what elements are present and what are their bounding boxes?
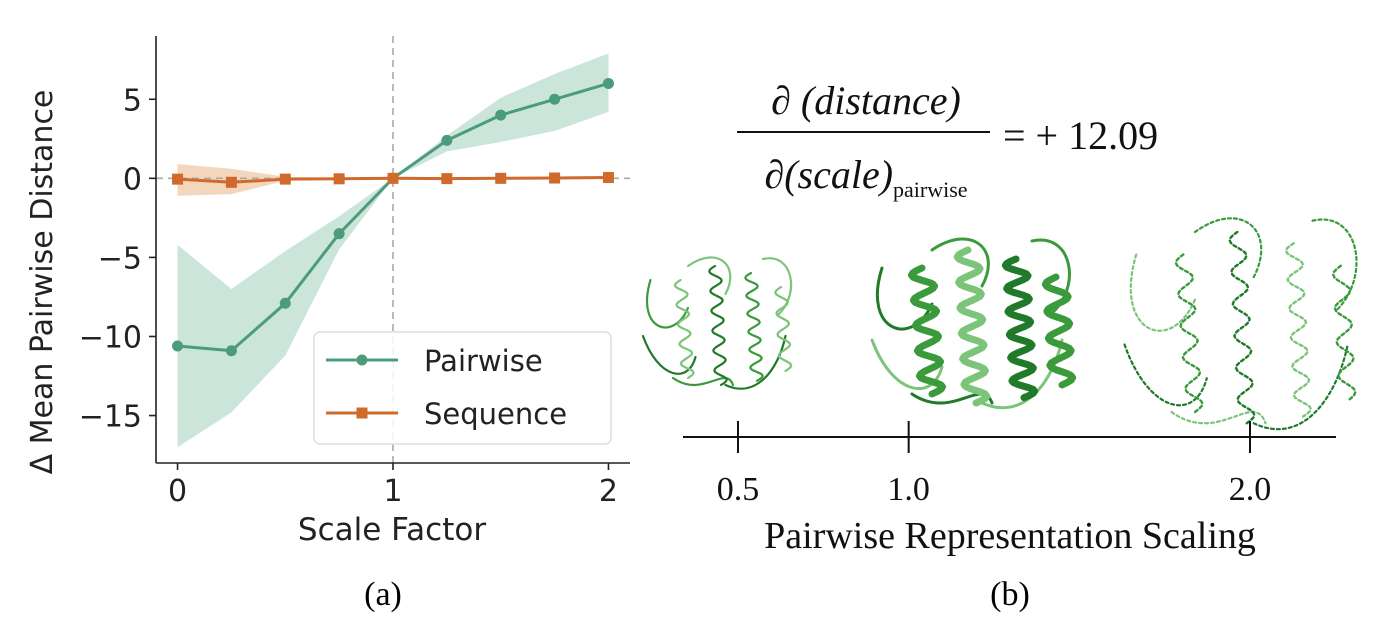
legend-pairwise-label: Pairwise	[424, 344, 543, 378]
backbone-loop	[1123, 343, 1208, 407]
x-axis-label: Scale Factor	[298, 512, 486, 548]
data-point-sequence	[602, 172, 614, 184]
alpha-helix	[1174, 253, 1204, 414]
data-point-pairwise	[495, 109, 507, 121]
alpha-helix	[1041, 273, 1077, 389]
backbone-loop	[761, 257, 793, 317]
alpha-helix	[1228, 230, 1256, 425]
data-point-pairwise	[172, 340, 184, 352]
tick-labels: 0 1 2 5 0 −5 −10 −15	[79, 83, 618, 509]
legend: Pairwise Sequence	[313, 331, 612, 445]
protein-structure-2-0	[1123, 217, 1358, 431]
confidence-band-pairwise	[177, 53, 609, 448]
alpha-helix	[1284, 242, 1312, 418]
legend-sequence-marker	[356, 407, 368, 419]
x-tick-label: 0	[168, 474, 187, 509]
backbone-loop	[641, 334, 697, 375]
data-point-sequence	[495, 172, 507, 184]
backbone-loop	[1170, 410, 1267, 425]
line-chart-panel: 0 1 2 5 0 −5 −10 −15 Scale Factor Δ Mean Pairwi…	[25, 36, 630, 613]
backbone-loop	[870, 338, 944, 391]
protein-structure-0-5	[641, 256, 793, 390]
scaling-axis-title: Pairwise Representation Scaling	[764, 515, 1256, 557]
protein-structures	[641, 217, 1358, 431]
scaling-tick-label: 2.0	[1229, 471, 1272, 508]
series-lines	[172, 77, 614, 357]
data-point-pairwise	[441, 134, 453, 146]
derivative-equation: ∂ (distance) ∂(scale)pairwise = + 12.09	[737, 78, 1158, 202]
equation-denominator: ∂(scale)pairwise	[764, 152, 967, 202]
scaling-tick-label: 1.0	[887, 471, 930, 508]
backbone-loop	[645, 278, 690, 329]
data-point-sequence	[441, 173, 453, 185]
y-tick-label: −10	[79, 320, 142, 355]
panel-label-a: (a)	[364, 576, 402, 613]
alpha-helix	[708, 264, 728, 387]
scaling-tick-label: 0.5	[717, 471, 760, 508]
y-tick-label: 0	[123, 162, 142, 197]
y-tick-label: −15	[79, 400, 142, 435]
backbone-loop	[930, 237, 990, 288]
scaling-axis-ticks: 0.5 1.0 2.0	[717, 421, 1272, 508]
data-point-sequence	[387, 172, 399, 184]
backbone-loop	[686, 256, 732, 296]
data-point-pairwise	[602, 77, 614, 89]
alpha-helix	[774, 285, 793, 373]
data-point-pairwise	[333, 228, 345, 240]
x-tick-label: 2	[599, 474, 618, 509]
equation-result: = + 12.09	[1003, 113, 1158, 158]
alpha-helix	[744, 271, 764, 382]
legend-sequence-label: Sequence	[424, 397, 567, 431]
x-tick-label: 1	[383, 474, 402, 509]
equation-numerator: ∂ (distance)	[771, 78, 961, 123]
data-point-sequence	[225, 176, 237, 188]
scaling-diagram-panel: ∂ (distance) ∂(scale)pairwise = + 12.09 …	[641, 78, 1358, 613]
y-tick-label: −5	[98, 241, 142, 276]
alpha-helix	[908, 264, 946, 398]
backbone-loop	[1193, 217, 1263, 279]
backbone-loop	[1252, 343, 1349, 431]
legend-pairwise-marker	[356, 354, 368, 366]
data-point-sequence	[549, 172, 561, 184]
backbone-loop	[671, 376, 735, 387]
data-point-sequence	[279, 173, 291, 185]
data-point-sequence	[333, 173, 345, 185]
alpha-helix	[673, 278, 695, 380]
data-point-pairwise	[225, 345, 237, 357]
backbone-loop	[1311, 218, 1358, 312]
panel-label-b: (b)	[990, 576, 1030, 613]
alpha-helix	[1332, 264, 1357, 402]
y-axis-label: Δ Mean Pairwise Distance	[25, 90, 60, 475]
y-tick-label: 5	[123, 83, 142, 118]
backbone-loop	[724, 334, 787, 390]
protein-structure-1-0	[870, 237, 1077, 410]
data-point-pairwise	[549, 93, 561, 105]
alpha-helix	[953, 246, 991, 407]
alpha-helix	[1001, 255, 1039, 402]
backbone-loop	[1129, 253, 1197, 332]
data-point-pairwise	[279, 297, 291, 309]
data-point-sequence	[172, 173, 184, 185]
